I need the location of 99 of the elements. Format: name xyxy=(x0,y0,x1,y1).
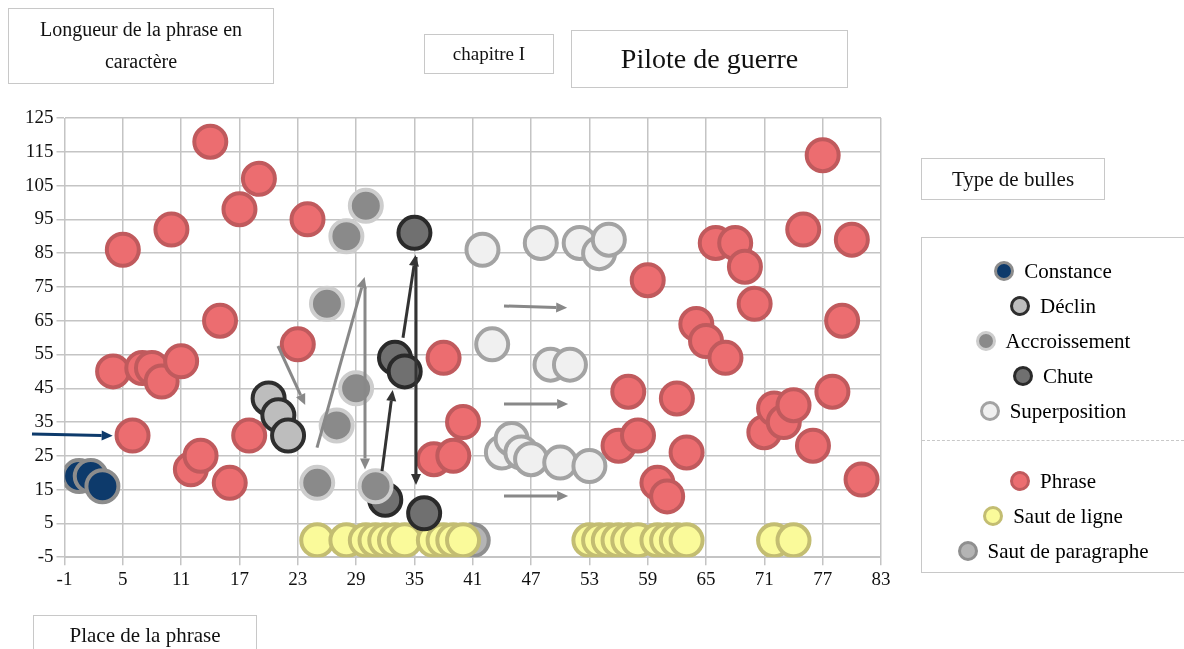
y-tick-label: 125 xyxy=(25,105,54,127)
point xyxy=(775,387,812,424)
legend-label: Superposition xyxy=(1009,398,1127,424)
y-tick-label: 115 xyxy=(25,139,54,161)
point xyxy=(629,262,666,299)
point xyxy=(824,302,861,339)
y-tick-label: 105 xyxy=(25,173,54,195)
point xyxy=(464,231,501,268)
chart-title: Pilote de guerre xyxy=(571,30,848,88)
y-axis-title: Longueur de la phrase en caractère xyxy=(8,8,274,84)
point xyxy=(668,434,705,471)
point xyxy=(649,478,686,515)
legend-label: Accroissement xyxy=(1005,328,1131,354)
x-tick-label: 23 xyxy=(288,567,308,589)
point xyxy=(153,211,190,248)
y-tick-label: 15 xyxy=(34,477,54,499)
point xyxy=(833,221,870,258)
x-tick-label: 47 xyxy=(521,567,541,589)
point xyxy=(279,326,316,363)
point xyxy=(163,343,200,380)
point xyxy=(202,302,239,339)
x-tick-label: 71 xyxy=(754,567,774,589)
x-tick-label: 17 xyxy=(229,567,249,589)
x-axis-title: Place de la phrase xyxy=(33,615,257,649)
point xyxy=(396,214,433,251)
point xyxy=(619,417,656,454)
point xyxy=(425,339,462,376)
y-tick-label: 55 xyxy=(34,342,54,364)
point xyxy=(386,353,423,390)
x-tick-label: 11 xyxy=(171,567,191,589)
point xyxy=(211,464,248,501)
x-tick-label: 53 xyxy=(579,567,599,589)
point xyxy=(542,444,579,481)
x-tick-label: 65 xyxy=(696,567,716,589)
point xyxy=(590,221,627,258)
legend-label: Phrase xyxy=(1040,468,1096,494)
point xyxy=(610,373,647,410)
point xyxy=(668,522,705,558)
legend-label: Constance xyxy=(1024,258,1112,284)
point xyxy=(707,339,744,376)
point xyxy=(794,427,831,464)
point xyxy=(775,522,812,558)
point xyxy=(192,123,229,160)
x-tick-label: 83 xyxy=(871,567,891,589)
point xyxy=(328,218,365,255)
x-tick-label: 35 xyxy=(404,567,424,589)
point xyxy=(357,468,394,505)
y-tick-label: 25 xyxy=(34,443,54,465)
legend-label: Saut de paragraphe xyxy=(987,538,1149,564)
point xyxy=(95,353,132,390)
point xyxy=(240,160,277,197)
point xyxy=(474,326,511,363)
point xyxy=(347,187,384,224)
point xyxy=(221,191,258,228)
point xyxy=(804,137,841,174)
x-tick-label: 41 xyxy=(463,567,483,589)
x-tick-label: -1 xyxy=(56,567,73,589)
point xyxy=(658,380,695,417)
y-tick-label: 45 xyxy=(34,376,54,398)
y-tick-label: 95 xyxy=(34,207,54,229)
y-tick-label: 5 xyxy=(44,511,54,533)
point xyxy=(270,417,307,454)
point xyxy=(435,437,472,474)
point xyxy=(289,201,326,238)
point xyxy=(104,231,141,268)
chart-subtitle: chapitre I xyxy=(424,34,554,74)
point xyxy=(318,407,355,444)
point xyxy=(231,417,268,454)
point xyxy=(445,404,482,441)
point xyxy=(445,522,482,558)
legend-title: Type de bulles xyxy=(921,158,1105,200)
point xyxy=(84,468,121,505)
point xyxy=(785,211,822,248)
legend-label: Saut de ligne xyxy=(1013,503,1123,529)
point xyxy=(299,464,336,501)
y-tick-label: 35 xyxy=(34,410,54,432)
y-tick-label: 65 xyxy=(34,308,54,330)
point xyxy=(114,417,151,454)
point xyxy=(513,441,550,478)
point xyxy=(338,370,375,407)
x-tick-label: 29 xyxy=(346,567,366,589)
point xyxy=(843,461,880,498)
legend-label: Déclin xyxy=(1040,293,1096,319)
x-tick-label: 59 xyxy=(638,567,658,589)
point xyxy=(726,248,763,285)
point xyxy=(736,285,773,322)
y-tick-label: 75 xyxy=(34,274,54,296)
point xyxy=(522,225,559,261)
y-tick-label: -5 xyxy=(37,545,54,567)
point xyxy=(571,447,608,484)
point xyxy=(551,346,588,383)
point xyxy=(308,285,345,322)
point xyxy=(814,373,851,410)
y-tick-label: 85 xyxy=(34,241,54,263)
legend-label: Chute xyxy=(1042,363,1094,389)
point xyxy=(182,437,219,474)
point xyxy=(406,495,443,532)
x-tick-label: 5 xyxy=(118,567,128,589)
x-tick-label: 77 xyxy=(813,567,833,589)
